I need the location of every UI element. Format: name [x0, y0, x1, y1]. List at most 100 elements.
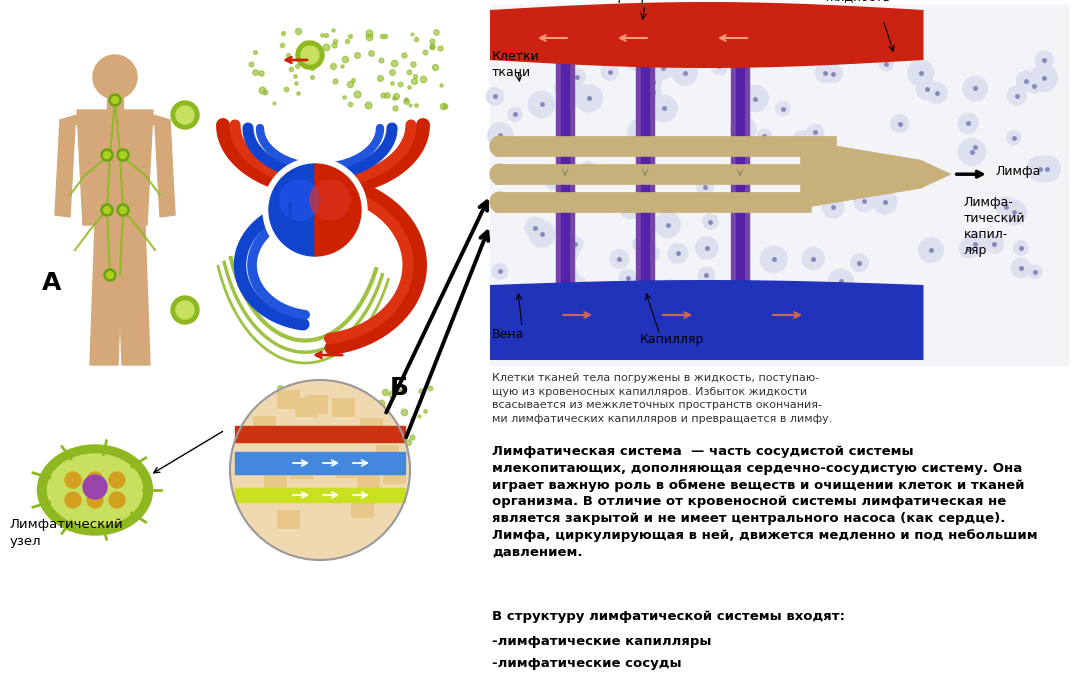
Text: Тканевая
жидкость: Тканевая жидкость: [825, 0, 890, 3]
Circle shape: [557, 266, 579, 287]
Circle shape: [828, 269, 854, 294]
Circle shape: [492, 263, 508, 279]
Text: Лимфатический
узел: Лимфатический узел: [10, 518, 124, 548]
Circle shape: [562, 244, 579, 261]
Text: Капилляр: Капилляр: [640, 334, 705, 347]
Ellipse shape: [47, 454, 143, 526]
Circle shape: [101, 149, 113, 161]
Polygon shape: [801, 140, 950, 208]
Circle shape: [851, 254, 869, 272]
Circle shape: [1011, 258, 1031, 278]
Circle shape: [959, 239, 978, 258]
Circle shape: [108, 94, 121, 106]
Circle shape: [807, 124, 824, 141]
Circle shape: [101, 204, 113, 216]
Circle shape: [490, 136, 510, 156]
Circle shape: [1006, 131, 1021, 145]
Circle shape: [627, 118, 654, 145]
Circle shape: [104, 269, 116, 281]
Wedge shape: [315, 164, 361, 256]
Bar: [376, 445, 397, 463]
Circle shape: [815, 63, 836, 83]
Circle shape: [490, 192, 510, 212]
Circle shape: [702, 214, 719, 229]
Text: -лимфатические капилляры: -лимфатические капилляры: [492, 635, 711, 648]
Bar: [383, 465, 405, 483]
Circle shape: [962, 76, 988, 101]
Circle shape: [697, 178, 713, 195]
Text: Артерия: Артерия: [610, 0, 665, 3]
Circle shape: [560, 79, 585, 106]
Circle shape: [1028, 264, 1042, 279]
Bar: [290, 460, 311, 478]
Circle shape: [528, 91, 555, 118]
Circle shape: [1016, 71, 1036, 92]
Text: Клетки тканей тела погружены в жидкость, поступаю-
щую из кровеносных капилляров: Клетки тканей тела погружены в жидкость,…: [492, 373, 832, 424]
Circle shape: [620, 199, 640, 219]
Bar: [360, 417, 382, 435]
Circle shape: [296, 41, 324, 69]
Text: -лимфатические сосуды: -лимфатические сосуды: [492, 657, 682, 670]
Circle shape: [698, 267, 715, 284]
Bar: [495, 164, 875, 184]
Bar: [336, 459, 358, 477]
Text: А: А: [42, 271, 61, 295]
Bar: [641, 60, 649, 285]
Circle shape: [108, 472, 125, 488]
Bar: [556, 60, 574, 285]
Circle shape: [488, 122, 513, 148]
Circle shape: [637, 54, 664, 81]
Circle shape: [112, 96, 118, 104]
Circle shape: [552, 137, 574, 158]
Bar: [235, 488, 405, 502]
Circle shape: [916, 79, 938, 100]
Circle shape: [967, 140, 982, 155]
Circle shape: [918, 238, 944, 262]
Circle shape: [600, 63, 619, 80]
Circle shape: [1027, 79, 1041, 94]
Bar: [495, 192, 811, 212]
Polygon shape: [140, 115, 175, 217]
Circle shape: [567, 236, 583, 252]
Circle shape: [872, 189, 897, 215]
Circle shape: [117, 149, 129, 161]
Circle shape: [301, 46, 319, 64]
Circle shape: [230, 380, 410, 560]
Circle shape: [87, 492, 103, 508]
Bar: [235, 452, 405, 474]
Circle shape: [529, 221, 555, 248]
Circle shape: [1035, 50, 1054, 69]
Bar: [332, 398, 353, 416]
Circle shape: [1001, 200, 1027, 225]
Circle shape: [280, 180, 320, 220]
Bar: [253, 416, 275, 434]
Circle shape: [644, 246, 659, 261]
Circle shape: [775, 101, 790, 116]
Polygon shape: [55, 115, 90, 217]
Circle shape: [545, 173, 562, 190]
Ellipse shape: [38, 445, 153, 535]
Circle shape: [620, 269, 636, 286]
Circle shape: [926, 83, 947, 104]
Circle shape: [890, 114, 909, 133]
Circle shape: [760, 246, 787, 273]
Circle shape: [730, 116, 756, 142]
Circle shape: [569, 68, 585, 85]
Text: Лимфа-
тический
капил-
ляр: Лимфа- тический капил- ляр: [963, 197, 1026, 257]
Circle shape: [119, 151, 127, 159]
Text: Б: Б: [390, 376, 409, 400]
Polygon shape: [117, 225, 150, 365]
Bar: [561, 60, 569, 285]
Bar: [305, 395, 328, 413]
Circle shape: [103, 207, 111, 213]
Circle shape: [908, 60, 934, 86]
Circle shape: [654, 212, 681, 238]
Circle shape: [742, 85, 769, 112]
Text: Клетки
ткани: Клетки ткани: [492, 50, 540, 79]
Circle shape: [672, 61, 697, 85]
Circle shape: [1034, 155, 1060, 182]
Circle shape: [610, 250, 629, 269]
Circle shape: [1014, 240, 1029, 256]
Circle shape: [793, 131, 813, 151]
Circle shape: [824, 65, 843, 83]
